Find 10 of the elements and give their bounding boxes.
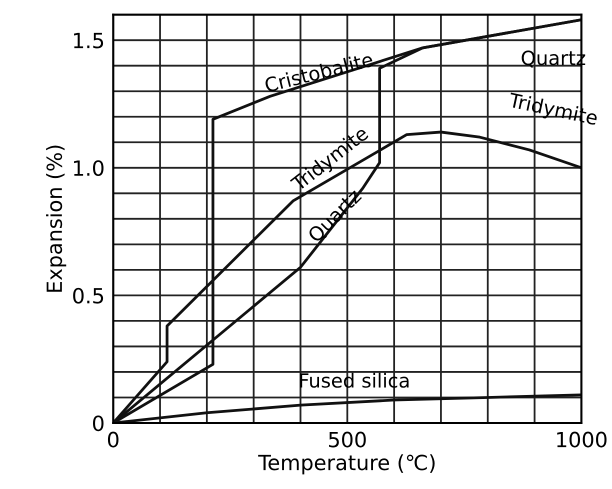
x-tick-label: 0	[108, 432, 118, 448]
y-tick-label: 0.5	[73, 288, 104, 304]
y-axis-title: Expansion (%)	[46, 146, 66, 292]
x-tick-label: 1000	[557, 432, 607, 448]
y-tick-label: 1.0	[74, 160, 104, 176]
x-tick-label: 500	[329, 432, 366, 448]
y-tick-label: 1.5	[74, 32, 104, 48]
x-axis-title: Temperature (℃)	[258, 454, 435, 474]
annotation: Tridymite	[507, 92, 598, 129]
y-tick-label: 0	[93, 415, 104, 432]
